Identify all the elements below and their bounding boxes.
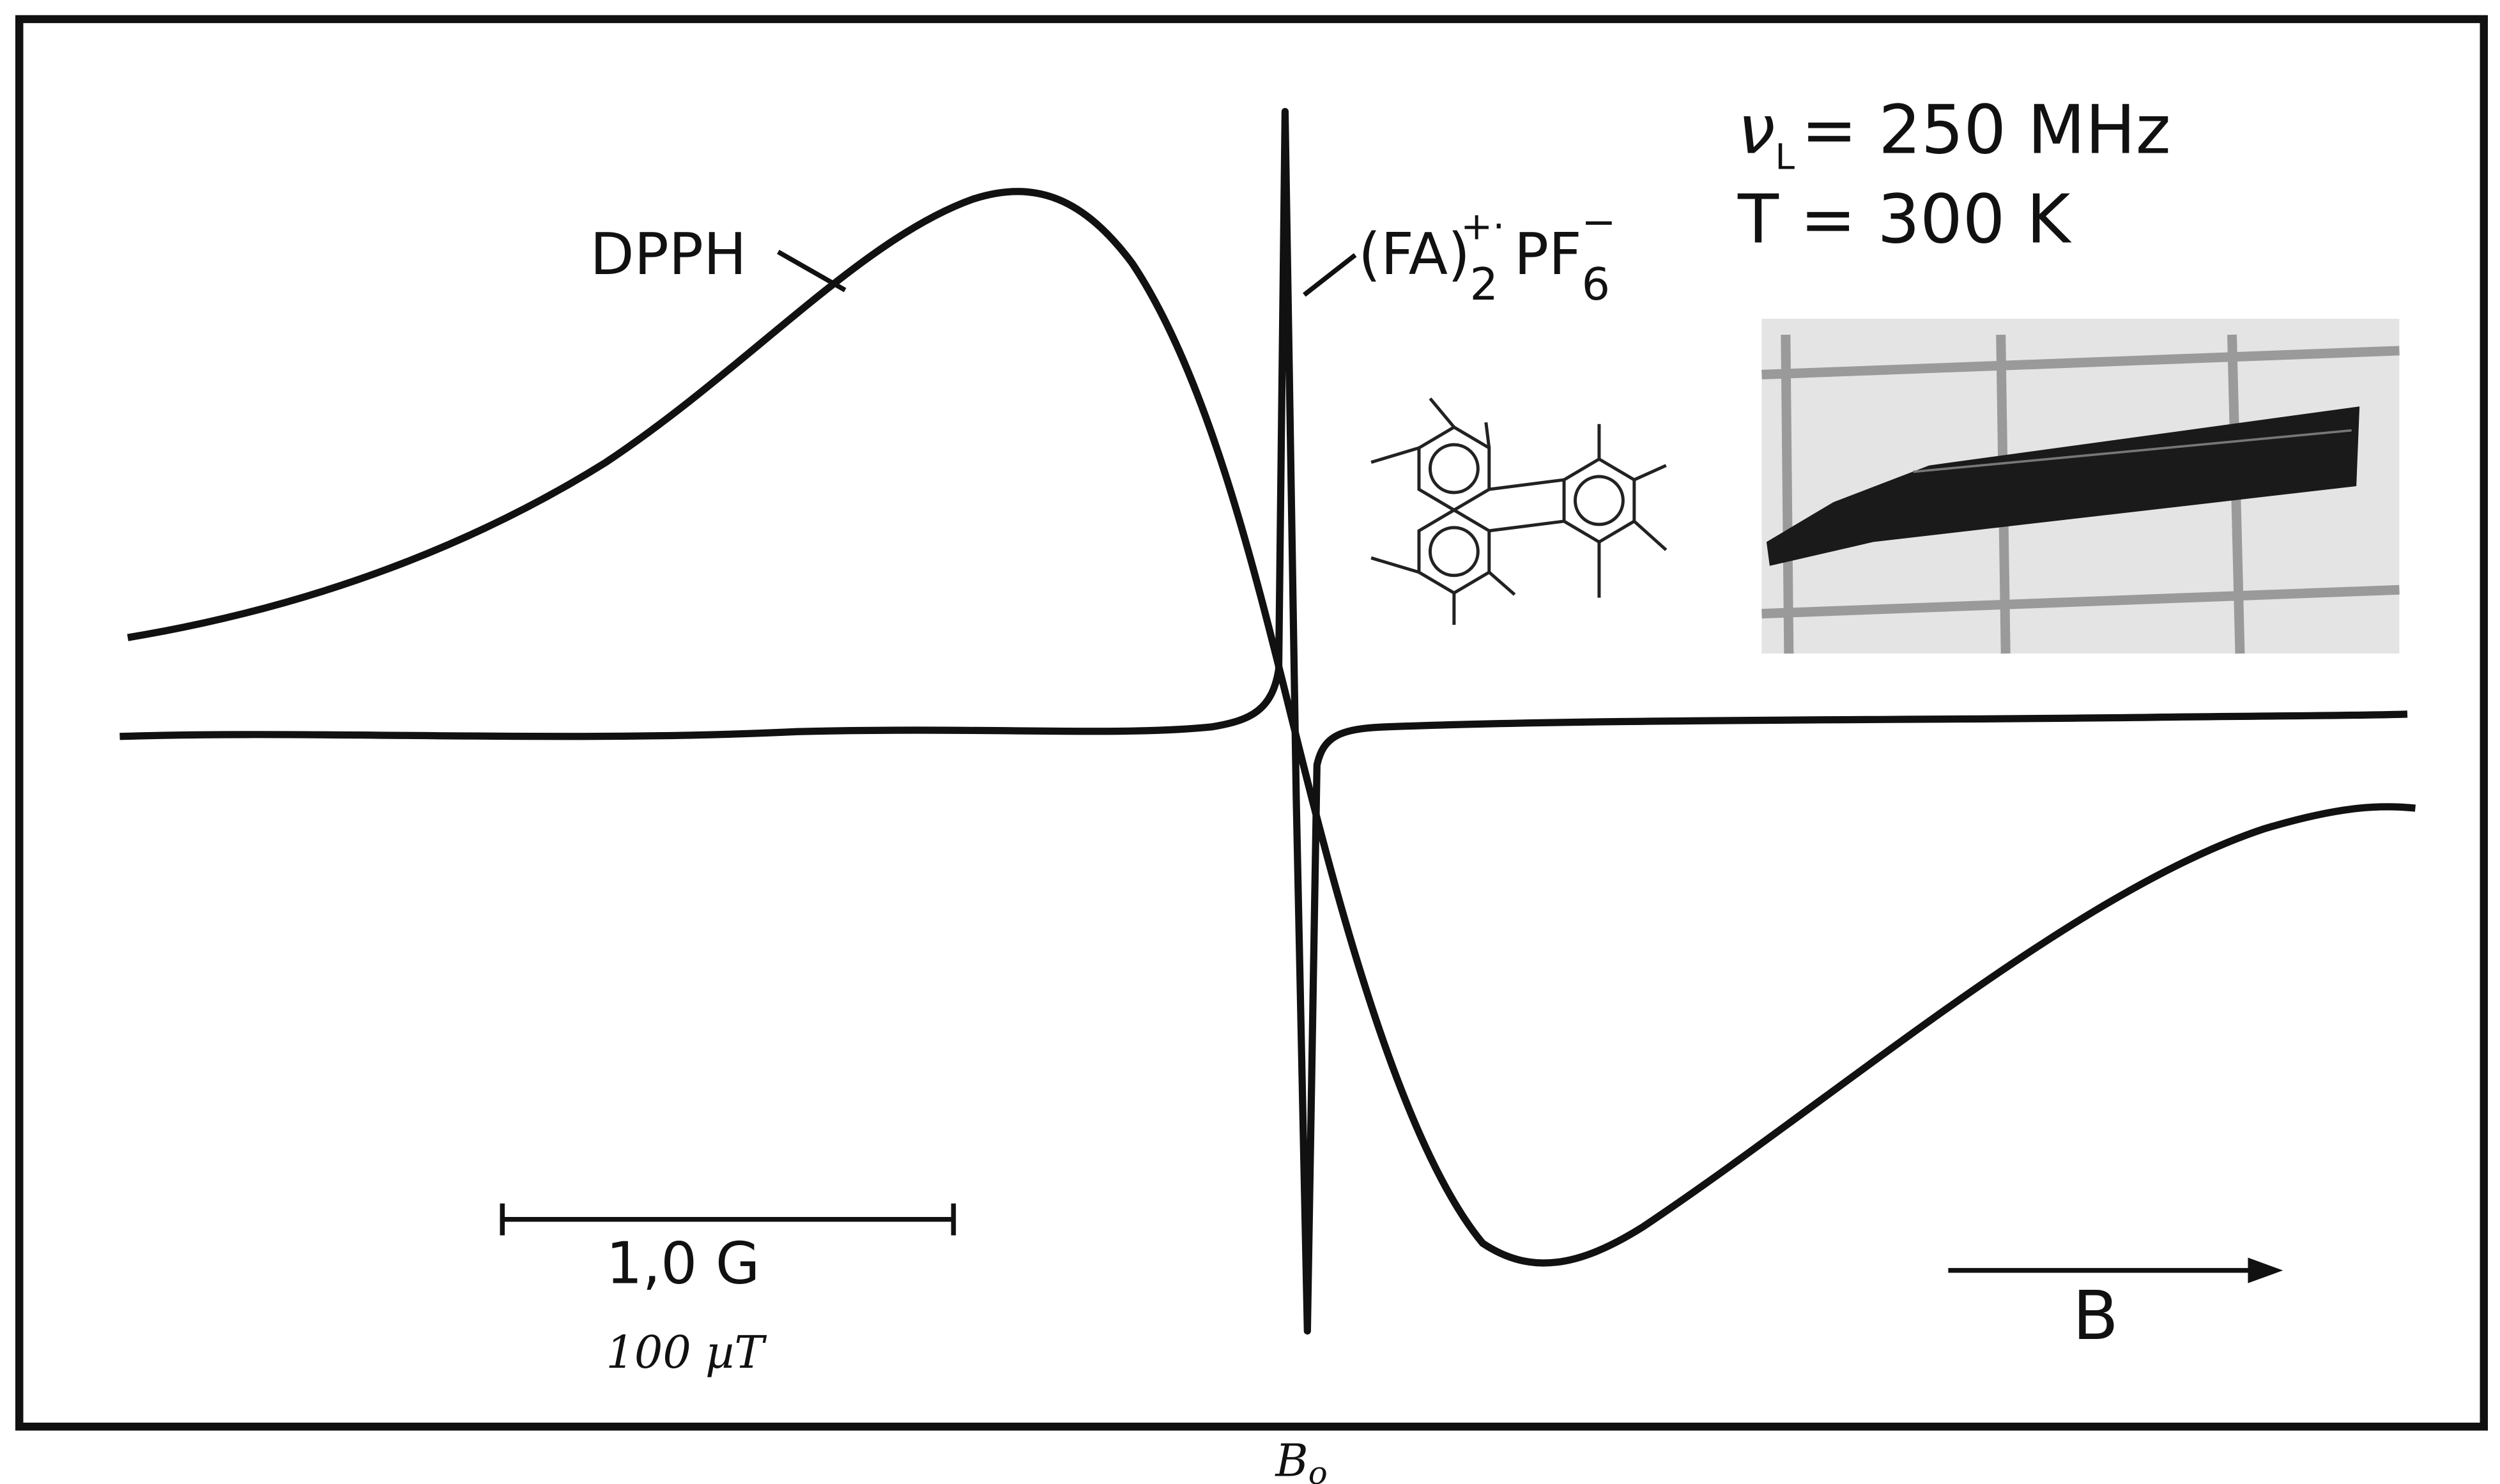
nu-sub: L <box>1775 136 1795 177</box>
scale-tesla: 100 µT <box>606 1327 767 1379</box>
cation-sub: 2 <box>1469 259 1498 310</box>
dpph-label: DPPH <box>590 222 747 288</box>
fa-curve <box>119 108 2408 1335</box>
molecule <box>1370 397 1668 625</box>
frequency-label: νL = 250 MHz <box>1738 91 2171 178</box>
anion-sup: − <box>1581 198 1616 246</box>
scale-bar <box>500 1203 956 1235</box>
field-label: B <box>2073 1277 2119 1355</box>
anion: PF <box>1514 222 1582 288</box>
temperature-label: T = 300 K <box>1737 180 2072 258</box>
field-arrow-head <box>2248 1257 2283 1283</box>
scale-gauss: 1,0 G <box>606 1231 760 1297</box>
anion-sub: 6 <box>1582 259 1610 310</box>
resonance-sub: o <box>1308 1455 1328 1484</box>
cation: (FA) <box>1358 222 1470 288</box>
dpph-curve <box>127 188 2416 1267</box>
resonance-symbol: B <box>1274 1435 1308 1484</box>
compound-label: (FA)+· 2 PF6 − <box>1358 198 1616 310</box>
frequency-value: = 250 MHz <box>1801 91 2171 169</box>
nu: ν <box>1738 91 1775 169</box>
dpph-leader <box>777 249 847 293</box>
frame <box>15 15 2488 1431</box>
crystal-photo <box>1761 319 2400 654</box>
cation-sup: +· <box>1461 204 1505 249</box>
compound-leader <box>1303 253 1357 297</box>
resonance-label: Bo <box>1274 1435 1327 1484</box>
